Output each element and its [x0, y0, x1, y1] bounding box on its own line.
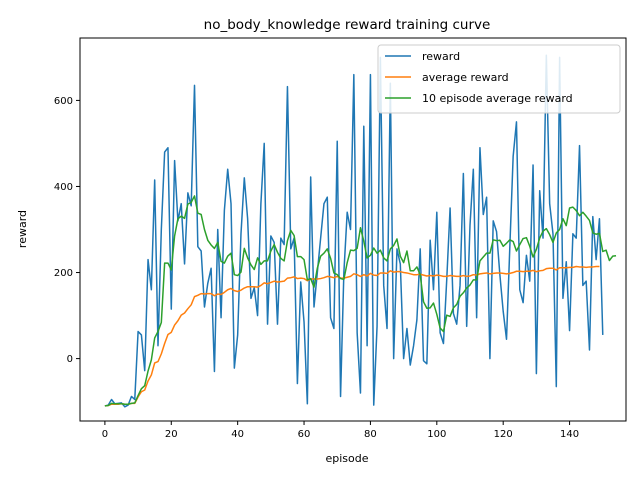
series-line-2 — [104, 265, 600, 407]
legend-box — [377, 44, 621, 114]
y-tick-label: 600 — [54, 96, 73, 107]
x-tick-label: 100 — [427, 429, 446, 440]
x-tick-label: 60 — [298, 429, 311, 440]
series-line-1 — [104, 54, 604, 408]
legend-label-3: 10 episode average reward — [422, 92, 573, 105]
x-tick-label: 0 — [102, 429, 108, 440]
legend: reward average reward 10 episode average r… — [377, 44, 621, 114]
plot-frame — [79, 37, 627, 422]
series-line-3 — [104, 195, 617, 407]
x-tick-label: 140 — [560, 429, 579, 440]
y-tick-label: 200 — [54, 268, 73, 279]
series-layer — [104, 54, 617, 408]
x-tick-label: 20 — [165, 429, 178, 440]
x-axis-label: episode — [325, 452, 368, 465]
x-tick-label: 120 — [494, 429, 513, 440]
y-axis-label: reward — [16, 210, 29, 248]
legend-label-2: average reward — [422, 71, 509, 84]
legend-label-1: reward — [422, 50, 460, 63]
x-axis: 0 20 40 60 80 100 120 140 — [102, 421, 579, 440]
x-tick-label: 40 — [231, 429, 244, 440]
chart-title: no_body_knowledge reward training curve — [204, 17, 491, 33]
x-tick-label: 80 — [364, 429, 377, 440]
y-axis: 0 200 400 600 — [54, 96, 80, 365]
y-tick-label: 400 — [54, 182, 73, 193]
y-tick-label: 0 — [67, 354, 73, 365]
